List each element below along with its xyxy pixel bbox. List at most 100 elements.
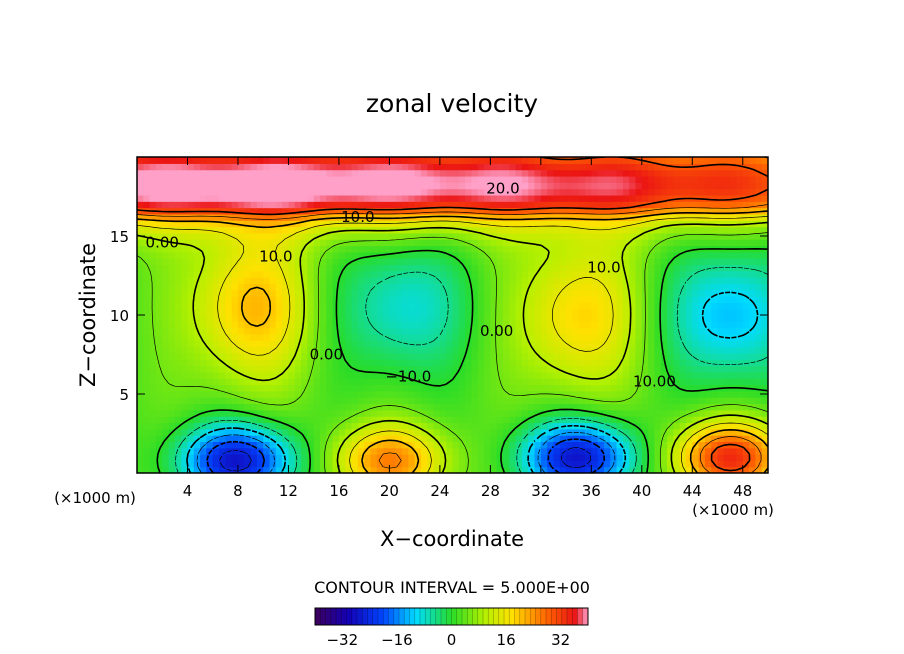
field-cell — [269, 157, 277, 164]
field-cell — [502, 188, 510, 196]
field-cell — [553, 460, 561, 468]
field-cell — [294, 194, 302, 202]
field-cell — [345, 422, 353, 430]
field-cell — [585, 359, 592, 367]
field-cell — [357, 232, 365, 240]
field-cell — [439, 302, 447, 310]
field-cell — [288, 258, 296, 266]
field-cell — [477, 422, 485, 430]
field-cell — [263, 207, 271, 215]
field-cell — [395, 232, 403, 240]
field-cell — [307, 264, 315, 272]
field-cell — [383, 441, 390, 449]
field-cell — [749, 441, 756, 449]
field-cell — [395, 422, 403, 430]
field-cell — [679, 422, 687, 430]
field-cell — [673, 454, 681, 461]
field-cell — [376, 333, 384, 341]
field-cell — [345, 194, 353, 202]
field-cell — [256, 232, 264, 240]
field-cell — [219, 346, 226, 354]
field-cell — [667, 308, 674, 316]
field-cell — [155, 333, 163, 341]
field-cell — [149, 346, 157, 354]
field-cell — [458, 365, 466, 373]
field-cell — [755, 213, 763, 221]
field-cell — [332, 258, 340, 266]
field-cell — [635, 352, 643, 360]
field-cell — [578, 163, 586, 171]
field-cell — [446, 226, 454, 234]
field-cell — [307, 251, 315, 259]
field-cell — [155, 403, 163, 411]
field-cell — [149, 397, 157, 405]
field-cell — [553, 239, 561, 247]
field-cell — [313, 258, 321, 266]
field-cell — [477, 207, 485, 215]
field-cell — [452, 346, 460, 354]
field-cell — [749, 296, 756, 303]
field-cell — [502, 333, 510, 341]
field-cell — [471, 422, 479, 430]
field-cell — [641, 220, 649, 228]
field-cell — [237, 403, 245, 411]
field-cell — [660, 327, 668, 335]
field-cell — [679, 302, 687, 310]
field-cell — [534, 270, 542, 278]
field-cell — [736, 441, 744, 449]
field-cell — [408, 384, 416, 392]
field-cell — [307, 321, 315, 329]
field-cell — [376, 435, 384, 442]
field-cell — [547, 245, 555, 253]
field-cell — [389, 270, 397, 278]
field-cell — [389, 283, 397, 291]
field-cell — [559, 397, 567, 405]
field-cell — [515, 384, 523, 392]
field-cell — [679, 359, 687, 367]
field-cell — [572, 226, 580, 234]
field-cell — [282, 321, 290, 329]
field-cell — [155, 359, 163, 367]
field-cell — [212, 296, 220, 303]
field-cell — [515, 188, 523, 196]
field-cell — [162, 264, 170, 272]
field-cell — [313, 302, 321, 310]
field-cell — [137, 175, 144, 183]
field-cell — [585, 346, 592, 354]
field-cell — [547, 333, 555, 341]
field-cell — [540, 466, 548, 473]
field-cell — [219, 340, 226, 348]
field-cell — [553, 321, 561, 329]
field-cell — [648, 333, 656, 341]
field-cell — [648, 321, 656, 329]
field-cell — [446, 321, 454, 329]
field-cell — [540, 365, 548, 373]
field-cell — [496, 454, 504, 461]
field-cell — [465, 157, 473, 164]
field-cell — [736, 232, 744, 240]
field-cell — [648, 352, 656, 360]
field-cell — [351, 289, 359, 297]
field-cell — [742, 435, 750, 442]
field-cell — [484, 416, 491, 424]
field-cell — [193, 194, 201, 202]
field-cell — [294, 416, 302, 424]
field-cell — [181, 454, 189, 461]
field-cell — [629, 270, 637, 278]
field-cell — [332, 390, 340, 398]
field-cell — [742, 169, 750, 177]
field-cell — [566, 454, 573, 461]
field-cell — [446, 194, 454, 202]
field-cell — [225, 435, 233, 442]
field-cell — [641, 409, 649, 417]
field-cell — [502, 346, 510, 354]
field-cell — [269, 258, 277, 266]
field-cell — [364, 359, 372, 367]
field-cell — [275, 435, 283, 442]
field-cell — [143, 169, 151, 177]
field-cell — [635, 315, 643, 322]
field-cell — [755, 359, 763, 367]
field-cell — [540, 315, 548, 322]
field-cell — [553, 315, 561, 322]
field-cell — [566, 258, 573, 266]
